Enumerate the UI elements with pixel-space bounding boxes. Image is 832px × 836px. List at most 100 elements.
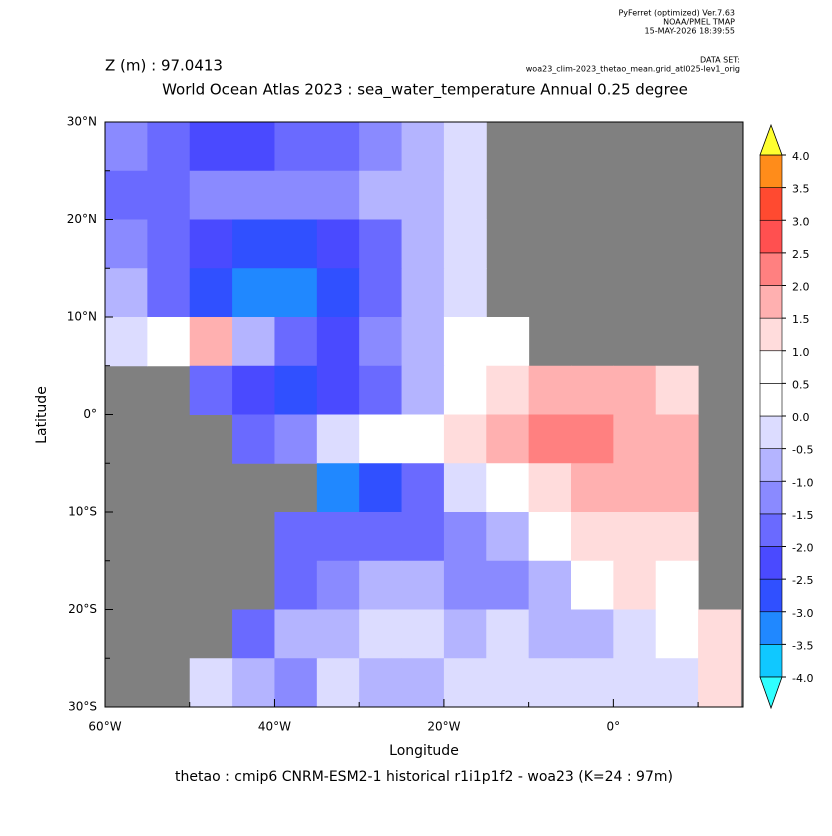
field-cell [486,512,530,562]
colorbar-box [759,578,783,613]
field-cell [359,365,403,415]
field-cell [274,658,318,707]
field-cell [613,560,657,610]
colorbar-under [759,676,783,710]
field-cell [443,122,487,172]
field-cell [486,317,530,367]
field-cell [528,658,572,707]
field-cell [359,317,403,367]
colorbar-box [759,611,783,645]
field-cell [359,414,403,464]
x-tick-label: 60°W [88,720,121,734]
field-cell [316,512,360,562]
field-cell [359,268,403,318]
colorbar-box [759,317,783,352]
field-cell [443,463,487,513]
field-cell [189,365,233,415]
field-cell [443,560,487,610]
chart-title: World Ocean Atlas 2023 : sea_water_tempe… [162,81,688,100]
colorbar-label: -2.0 [792,542,813,555]
colorbar-box [759,252,783,286]
field-cell [147,122,191,172]
field-cell [613,609,657,659]
x-tick-label: 20°W [427,720,460,734]
y-tick-label: 30°N [67,115,97,129]
colorbar-label: 0.5 [792,378,810,391]
field-cell [613,414,657,464]
field-cell [316,317,360,367]
field-cell [528,414,572,464]
field-cell [528,463,572,513]
colorbar-label: -1.0 [792,476,813,489]
field-cell [147,170,191,220]
field-cell [189,219,233,269]
field-cell [613,365,657,415]
field-cell [655,658,699,707]
colorbar-box [759,415,783,449]
depth-label: Z (m) : 97.0413 [105,57,223,75]
field-cell [571,658,614,707]
colorbar-label: 2.0 [792,281,810,294]
y-tick-label: 20°N [67,212,97,226]
colorbar-label: 4.0 [792,150,810,163]
field-cell [571,365,614,415]
colorbar-label: 1.5 [792,313,810,326]
colorbar-label: 0.0 [792,411,810,424]
field-cell [486,609,530,659]
field-cell [655,609,699,659]
y-tick-label: 10°S [68,505,97,519]
y-tick-label: 30°S [68,700,97,714]
field-cell [571,414,614,464]
colorbar-box [759,513,783,547]
field-cell [359,609,403,659]
field-cell [359,219,403,269]
y-tick-label: 10°N [67,310,97,324]
field [105,122,741,707]
field-cell [316,414,360,464]
field-cell [232,414,275,464]
field-cell [189,658,233,707]
field-cell [443,317,487,367]
field-cell [232,365,275,415]
colorbar-label: 1.0 [792,346,810,359]
field-cell [232,268,275,318]
field-cell [232,122,275,172]
x-tick-label: 40°W [258,720,291,734]
colorbar-label: -4.0 [792,672,813,685]
field-cell [655,560,699,610]
colorbar-box [759,154,783,188]
field-cell [655,414,699,464]
field-cell [274,414,318,464]
y-tick-label: 0° [83,407,97,421]
field-cell [443,170,487,220]
colorbar-label: -3.5 [792,639,813,652]
field-cell [443,414,487,464]
field-cell [232,219,275,269]
field-cell [105,219,148,269]
field-cell [528,512,572,562]
colorbar-box [759,219,783,254]
colorbar-box [759,350,783,384]
field-cell [571,512,614,562]
field-cell [443,512,487,562]
field-cell [486,560,530,610]
field-cell [232,317,275,367]
field-cell [401,658,445,707]
field-cell [274,219,318,269]
field-cell [232,170,275,220]
field-cell [401,268,445,318]
colorbar-label: 3.0 [792,215,810,228]
field-cell [443,609,487,659]
field-cell [189,122,233,172]
field-cell [528,560,572,610]
field-cell [189,317,233,367]
colorbar-box [759,480,783,515]
field-cell [105,170,148,220]
field-cell [443,365,487,415]
colorbar-label: -1.5 [792,509,813,522]
field-cell [147,268,191,318]
field-cell [274,317,318,367]
field-cell [443,658,487,707]
field-cell [316,170,360,220]
